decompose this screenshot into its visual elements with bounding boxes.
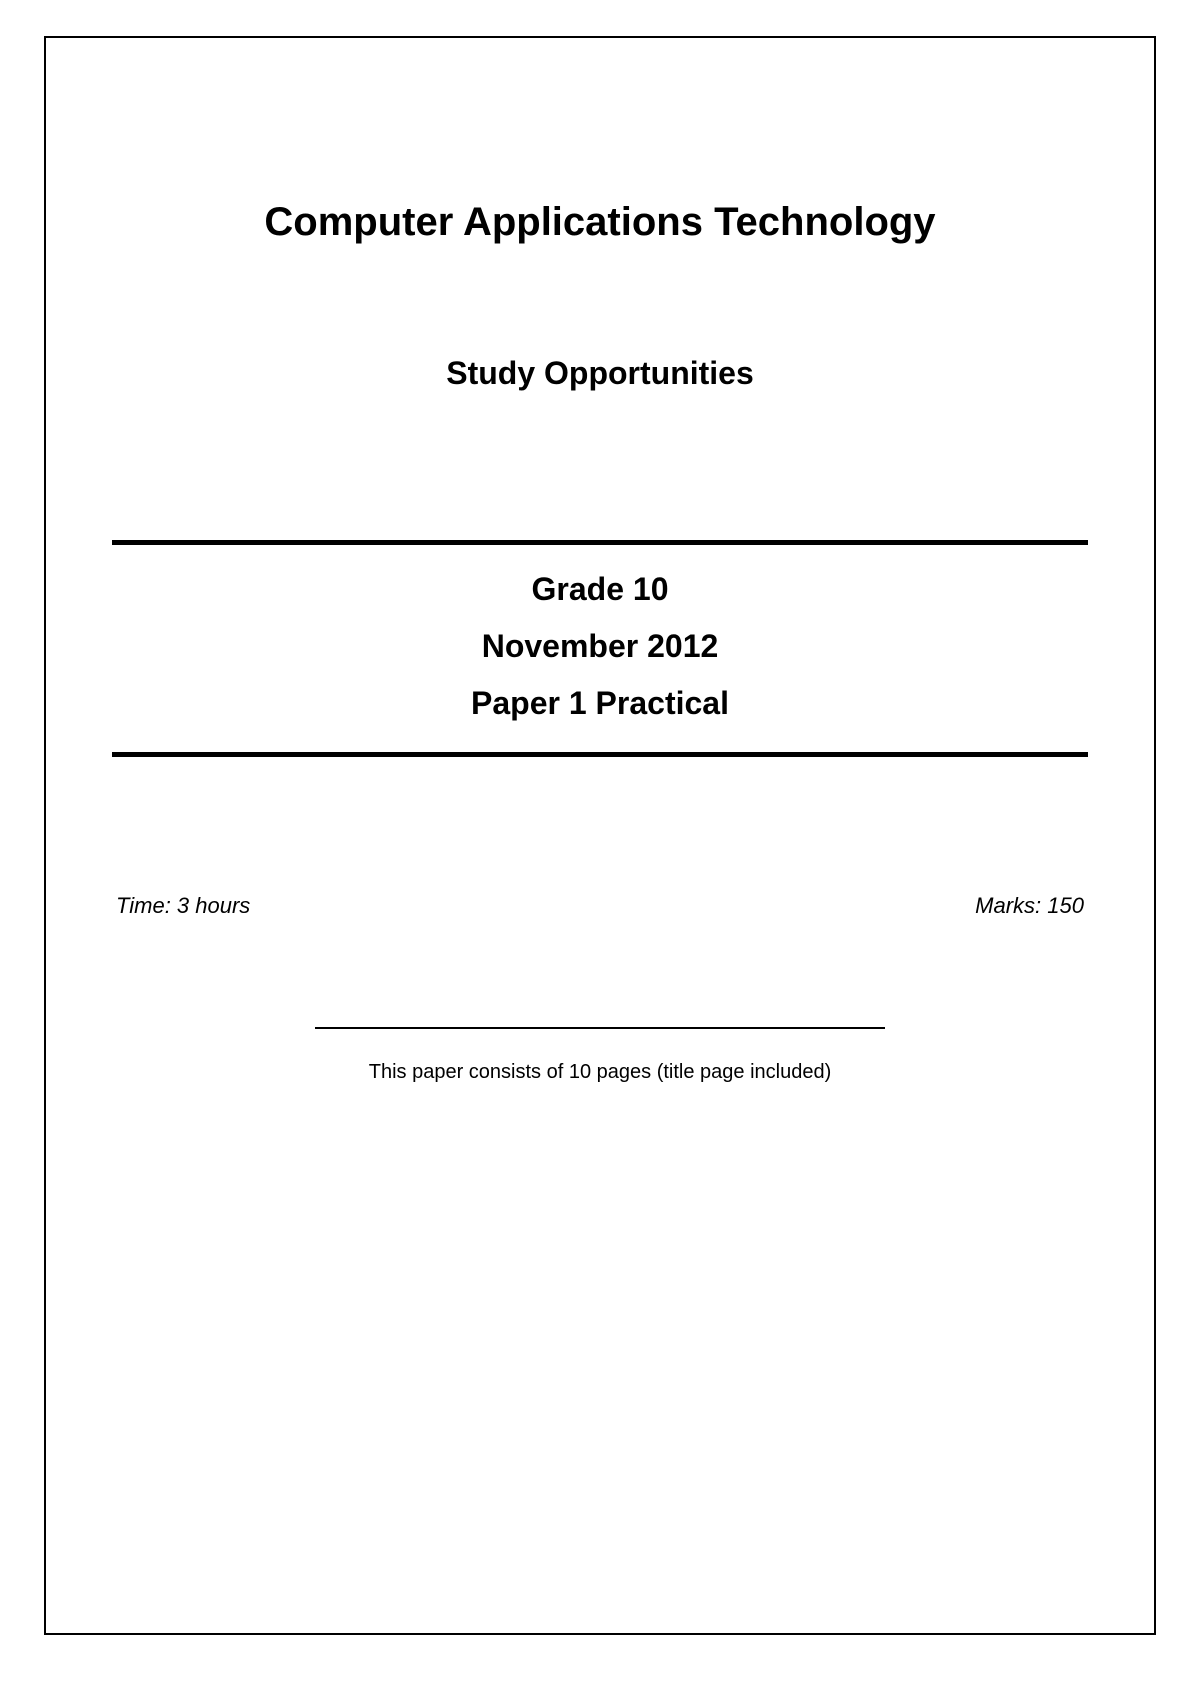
grade-text: Grade 10 bbox=[112, 561, 1088, 618]
main-title: Computer Applications Technology bbox=[112, 200, 1088, 245]
marks-label: Marks: 150 bbox=[975, 893, 1084, 919]
date-text: November 2012 bbox=[112, 618, 1088, 675]
time-label: Time: 3 hours bbox=[116, 893, 250, 919]
paper-text: Paper 1 Practical bbox=[112, 675, 1088, 732]
subtitle: Study Opportunities bbox=[112, 355, 1088, 392]
time-marks-row: Time: 3 hours Marks: 150 bbox=[112, 893, 1088, 919]
page-count-text: This paper consists of 10 pages (title p… bbox=[112, 1061, 1088, 1084]
thin-divider bbox=[315, 1027, 885, 1029]
exam-info-section: Grade 10 November 2012 Paper 1 Practical bbox=[112, 540, 1088, 757]
document-content: Computer Applications Technology Study O… bbox=[44, 36, 1156, 1635]
